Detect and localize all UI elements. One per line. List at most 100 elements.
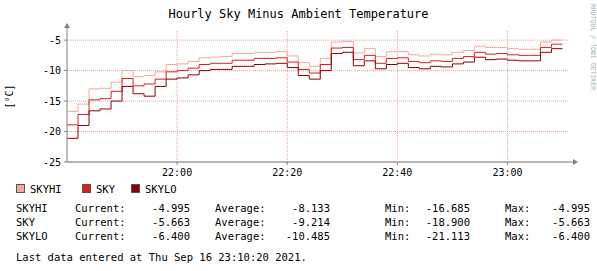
step-segment <box>243 66 254 67</box>
step-segment <box>463 50 474 51</box>
step-segment <box>78 114 89 115</box>
step-segment <box>331 48 342 49</box>
x-grid-line <box>397 31 398 162</box>
step-riser <box>386 65 387 69</box>
step-riser <box>133 86 134 93</box>
step-segment <box>287 62 298 63</box>
step-segment <box>463 62 474 63</box>
legend-label: SKYHI <box>30 183 62 195</box>
title: Hourly Sky Minus Ambient Temperature <box>168 7 428 21</box>
y-label: [°C] <box>4 84 15 108</box>
step-segment <box>386 64 397 65</box>
stats-value: -4.995 <box>152 202 190 214</box>
step-riser <box>353 52 354 65</box>
step-segment <box>540 52 551 53</box>
step-riser <box>166 72 167 79</box>
step-segment <box>265 58 276 59</box>
stats-value: -6.400 <box>552 230 590 242</box>
step-segment <box>551 40 562 41</box>
step-riser <box>408 63 409 67</box>
step-segment <box>408 61 419 62</box>
step-segment <box>254 58 265 59</box>
step-segment <box>144 84 155 85</box>
step-segment <box>375 68 386 69</box>
legend-swatch <box>17 185 25 193</box>
x-tick-label: 23:00 <box>492 167 522 178</box>
step-segment <box>419 62 430 63</box>
step-segment <box>485 59 496 60</box>
step-segment <box>364 48 375 49</box>
step-segment <box>397 51 408 52</box>
stats-label: Min: <box>385 202 410 214</box>
step-segment <box>210 63 221 64</box>
step-riser <box>540 52 541 61</box>
legend-label: SKY <box>96 183 116 195</box>
step-segment <box>353 52 364 53</box>
stats-value: -4.995 <box>552 202 590 214</box>
step-riser <box>287 63 288 67</box>
step-segment <box>507 54 518 55</box>
step-segment <box>353 65 364 66</box>
step-segment <box>474 46 485 47</box>
step-segment <box>474 57 485 58</box>
step-segment <box>463 56 474 57</box>
step-riser <box>89 111 90 126</box>
step-segment <box>67 138 78 139</box>
step-segment <box>122 70 133 71</box>
step-segment <box>188 61 199 62</box>
step-segment <box>177 70 188 71</box>
y-grid-line <box>67 70 568 71</box>
step-riser <box>474 57 475 62</box>
step-segment <box>221 56 232 57</box>
step-riser <box>199 58 200 62</box>
step-segment <box>111 101 122 102</box>
x-tick-label: 22:00 <box>162 167 192 178</box>
stats-label: Max: <box>505 216 530 228</box>
step-segment <box>287 67 298 68</box>
step-segment <box>89 99 100 100</box>
step-segment <box>551 48 562 49</box>
step-riser <box>364 49 365 53</box>
step-riser <box>111 101 112 109</box>
x-grid-line <box>287 31 288 162</box>
step-riser <box>309 75 310 79</box>
step-segment <box>364 55 375 56</box>
step-riser <box>386 52 387 57</box>
step-riser <box>287 52 288 56</box>
step-segment <box>298 62 309 63</box>
step-segment <box>144 75 155 76</box>
step-segment <box>221 63 232 64</box>
series-skyhi <box>67 40 562 111</box>
step-segment <box>320 58 331 59</box>
step-segment <box>298 75 309 76</box>
stats-value: -5.663 <box>152 216 190 228</box>
step-segment <box>210 69 221 70</box>
y-grid-line <box>67 40 568 41</box>
step-segment <box>100 88 111 89</box>
step-segment <box>320 64 331 65</box>
step-segment <box>408 54 419 55</box>
y-grid-line <box>67 101 568 102</box>
step-segment <box>507 60 518 61</box>
stats-label: Average: <box>215 230 266 242</box>
step-riser <box>166 79 167 86</box>
step-segment <box>133 93 144 94</box>
step-segment <box>155 71 166 72</box>
step-segment <box>441 61 452 62</box>
stats-value: -8.133 <box>292 202 330 214</box>
legend: SKYHISKYSKYLO <box>17 183 177 195</box>
stats-label: Current: <box>75 216 126 228</box>
step-riser <box>474 52 475 56</box>
legend-swatch <box>83 185 91 193</box>
step-riser <box>386 58 387 63</box>
step-segment <box>265 52 276 53</box>
step-segment <box>210 57 221 58</box>
stats-label: Max: <box>505 230 530 242</box>
step-segment <box>100 98 111 99</box>
step-segment <box>89 88 100 89</box>
step-segment <box>67 124 78 125</box>
step-segment <box>364 60 375 61</box>
stats-value: -6.400 <box>152 230 190 242</box>
legend-swatch <box>132 185 140 193</box>
series-group <box>67 40 562 138</box>
